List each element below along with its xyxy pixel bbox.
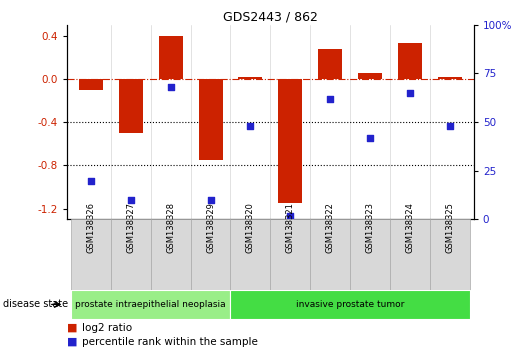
Bar <box>358 73 382 79</box>
Text: GSM138320: GSM138320 <box>246 202 255 253</box>
Point <box>446 123 454 129</box>
Bar <box>318 48 342 79</box>
Bar <box>398 43 422 79</box>
Text: GSM138323: GSM138323 <box>366 202 374 253</box>
Bar <box>390 219 430 290</box>
Bar <box>310 219 350 290</box>
Point <box>166 84 175 90</box>
Point <box>366 135 374 141</box>
Bar <box>430 219 470 290</box>
Point <box>207 197 215 203</box>
Bar <box>119 79 143 133</box>
Title: GDS2443 / 862: GDS2443 / 862 <box>223 11 318 24</box>
Text: GSM138324: GSM138324 <box>405 202 415 253</box>
Text: GSM138326: GSM138326 <box>87 202 95 253</box>
Text: GSM138325: GSM138325 <box>445 202 454 253</box>
Text: ■: ■ <box>67 337 77 347</box>
Text: GSM138327: GSM138327 <box>126 202 135 253</box>
Text: ■: ■ <box>67 323 77 333</box>
Text: GSM138322: GSM138322 <box>325 202 335 253</box>
Bar <box>350 219 390 290</box>
Text: GSM138328: GSM138328 <box>166 202 175 253</box>
Bar <box>111 219 151 290</box>
Point <box>406 90 414 96</box>
Bar <box>231 290 470 319</box>
Bar <box>71 290 231 319</box>
Bar <box>79 79 103 90</box>
Point <box>246 123 254 129</box>
Bar <box>278 79 302 203</box>
Text: percentile rank within the sample: percentile rank within the sample <box>82 337 259 347</box>
Text: log2 ratio: log2 ratio <box>82 323 132 333</box>
Bar <box>71 219 111 290</box>
Bar <box>270 219 310 290</box>
Bar <box>199 79 222 160</box>
Bar <box>159 36 183 79</box>
Point <box>326 96 334 102</box>
Bar <box>238 77 263 79</box>
Point <box>87 178 95 183</box>
Text: invasive prostate tumor: invasive prostate tumor <box>296 300 404 309</box>
Bar <box>151 219 191 290</box>
Bar <box>231 219 270 290</box>
Bar <box>191 219 231 290</box>
Text: GSM138321: GSM138321 <box>286 202 295 253</box>
Point <box>127 197 135 203</box>
Point <box>286 213 295 218</box>
Text: disease state: disease state <box>3 299 67 309</box>
Text: GSM138329: GSM138329 <box>206 202 215 253</box>
Text: prostate intraepithelial neoplasia: prostate intraepithelial neoplasia <box>75 300 226 309</box>
Bar <box>438 77 462 79</box>
